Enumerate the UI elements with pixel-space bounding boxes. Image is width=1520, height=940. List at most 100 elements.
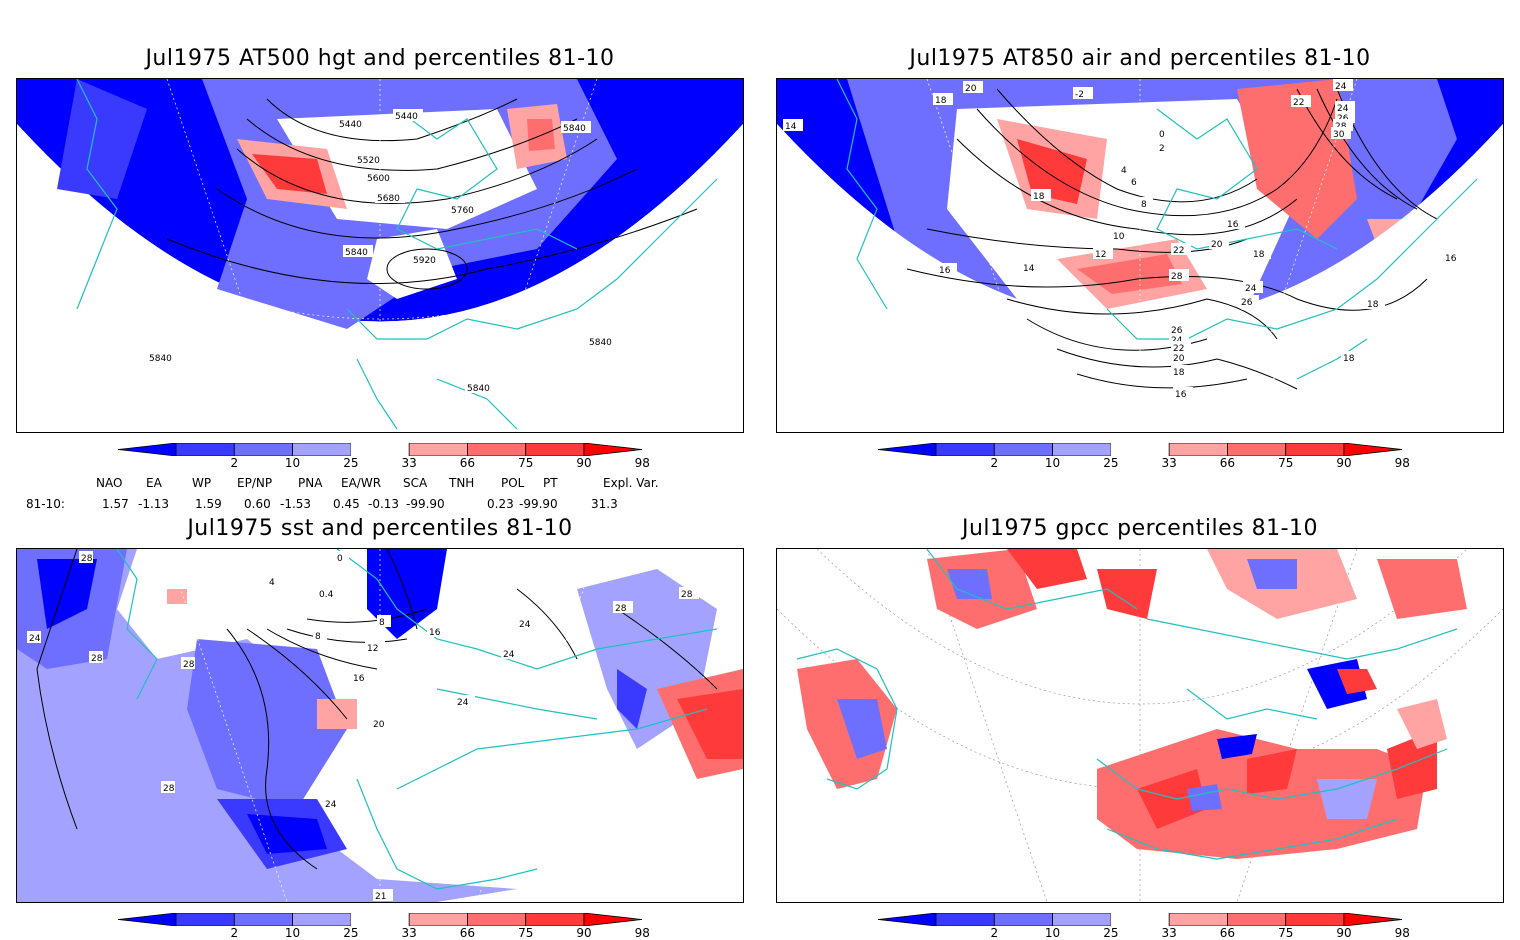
colorbar-swatch [1110,443,1170,456]
contour-label: 5440 [339,120,362,130]
contour-label: 12 [367,644,378,654]
contour-label: 16 [1445,254,1457,264]
colorbar-swatch [1168,442,1228,457]
colorbar-tick-label: 98 [634,456,650,470]
map-panel-sst: 28 24 28 28 0 4 0.4 8 8 12 16 16 20 24 2… [16,548,744,903]
contour-label: 20 [373,720,385,730]
contour-label: 10 [1113,232,1125,242]
colorbar-swatch [1343,442,1403,457]
contour-label: 24 [503,650,515,660]
contour-label: 24 [519,620,531,630]
colorbar-tick-label: 75 [518,926,534,940]
colorbar-swatch [993,912,1053,927]
idx-header: EA [146,476,162,490]
contour-label: 0 [337,554,343,564]
colorbar-tick-label: 98 [634,926,650,940]
idx-header: SCA [403,476,428,490]
contour-label: 18 [1033,192,1045,202]
colorbar-hgt500 [117,441,643,457]
idx-header: PNA [298,476,323,490]
contour-label: 8 [379,618,385,628]
contour-label: 24 [1337,104,1349,114]
contour-label: 12 [1095,250,1106,260]
colorbar-tick-label: 90 [576,926,592,940]
contour-label: 5600 [367,174,390,184]
colorbar-swatch [175,442,235,457]
colorbar-tick-label: 75 [1278,456,1294,470]
contour-label: 4 [269,578,275,588]
colorbar-swatch [467,912,527,927]
colorbar-swatch [233,912,293,927]
contour-label: 20 [1211,240,1223,250]
colorbar-swatch [408,912,468,927]
colorbar-tick-label: 25 [1103,926,1119,940]
contour-label: 28 [183,660,195,670]
colorbar-tick-label: 75 [1278,926,1294,940]
colorbar-tick-label: 90 [1336,456,1352,470]
idx-row-label: 81-10: [26,497,65,511]
colorbar-hgt500-labels: 2 10 25 33 66 75 90 98 [118,456,649,470]
idx-header: EA/WR [341,476,382,490]
colorbar-tick-label: 25 [343,456,359,470]
map-air850: 20 18 14 -2 24 22 24 26 28 30 0 2 4 6 8 … [777,79,1503,432]
idx-value: 31.3 [591,497,618,511]
contour-label: 6 [1131,178,1137,188]
contour-label: 4 [1121,166,1127,176]
panel-3-title: Jul1975 sst and percentiles 81-10 [187,516,573,541]
idx-value: -1.53 [280,497,312,511]
contour-label: 16 [429,628,441,638]
colorbar-swatch [877,442,937,457]
panel-1-title: Jul1975 AT500 hgt and percentiles 81-10 [145,46,615,71]
colorbar-swatch [1168,912,1228,927]
colorbar-swatch [408,442,468,457]
map-sst: 28 24 28 28 0 4 0.4 8 8 12 16 16 20 24 2… [17,549,743,902]
colorbar-swatch [292,912,352,927]
idx-value: -99.90 [519,497,558,511]
colorbar-swatch [993,442,1053,457]
colorbar-tick-label: 98 [1394,926,1410,940]
contour-label: 24 [1335,82,1347,92]
contour-label: 0.4 [319,590,334,600]
colorbar-tick-label: 90 [1336,926,1352,940]
contour-label: 28 [681,590,693,600]
idx-value: 1.57 [102,497,129,511]
contour-label: 24 [29,634,41,644]
colorbar-swatch [583,912,643,927]
contour-label: 14 [785,122,797,132]
colorbar-tick-label: 66 [459,456,476,470]
colorbar-tick-label: 10 [284,926,301,940]
colorbar-tick-label: 66 [459,926,476,940]
colorbar-sst [117,911,643,927]
idx-value: 1.59 [195,497,222,511]
map-panel-hgt500: 5440 5440 5520 5600 5680 5760 5840 5920 … [16,78,744,433]
contour-label: -2 [1075,90,1084,100]
colorbar-swatch [233,442,293,457]
colorbar-tick-label: 2 [990,456,999,470]
colorbar-tick-label: 2 [230,926,239,940]
colorbar-tick-label: 66 [1219,926,1236,940]
colorbar-swatch [292,442,352,457]
contour-label: 5680 [377,194,400,204]
idx-header: TNH [449,476,475,490]
idx-value: 0.45 [333,497,360,511]
idx-value: 0.23 [487,497,514,511]
contour-label: 20 [965,84,977,94]
contour-label: 18 [935,96,947,106]
contour-label: 28 [163,784,175,794]
contour-label: 24 [325,800,337,810]
map-hgt500: 5440 5440 5520 5600 5680 5760 5840 5920 … [17,79,743,432]
colorbar-swatch [1227,442,1287,457]
colorbar-swatch [583,442,643,457]
contour-label: 28 [1171,272,1183,282]
idx-header: NAO [96,476,123,490]
map-panel-gpcc [776,548,1504,903]
colorbar-swatch [1285,442,1345,457]
colorbar-swatch [350,913,410,926]
colorbar-tick-label: 25 [1103,456,1119,470]
contour-label: 18 [1173,368,1185,378]
teleconnection-indices: NAO EA WP EP/NP PNA EA/WR SCA TNH POL PT… [0,474,760,514]
colorbar-gpcc-labels: 2 10 25 33 66 75 90 98 [878,926,1409,940]
contour-label: 0 [1159,130,1165,140]
idx-header: Expl. Var. [603,476,659,490]
colorbar-tick-label: 10 [1044,456,1061,470]
